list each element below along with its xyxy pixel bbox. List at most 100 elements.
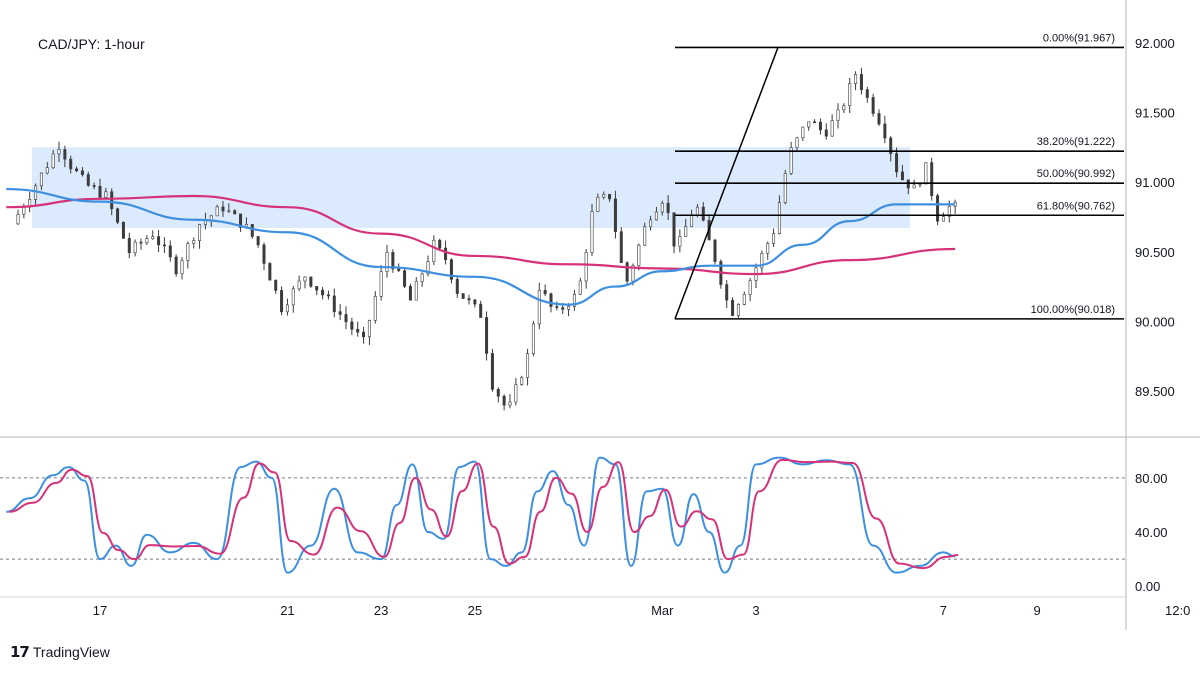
fibonacci-trend-line [674,47,779,320]
candle-body [444,247,448,260]
candle-body [584,251,588,282]
candle-body [98,186,102,198]
candle-body [239,213,243,228]
candle-body [654,211,658,221]
candle-body [362,331,366,338]
candle-body [479,303,483,318]
candle-body [555,306,559,308]
candle-body [772,233,776,244]
oscillator-tick-label: 0.00 [1135,579,1160,594]
candle-body [941,216,945,222]
candle-body [385,252,389,272]
candle-body [578,280,582,295]
candle-body [174,256,178,275]
candle-body [455,279,459,294]
candle-body [725,284,729,301]
candle-body [836,109,840,121]
candle-body [326,294,330,297]
candle-body [824,129,828,137]
candle-body [854,74,858,84]
candle-body [748,280,752,295]
candle-body [432,239,436,262]
time-tick-label: 3 [752,603,759,618]
candle-body [379,271,383,297]
tradingview-brand[interactable]: 17 TradingView [10,643,110,661]
candle-body [865,89,869,98]
candle-body [162,244,166,247]
candle-body [280,290,284,313]
candle-body [485,317,489,354]
candle-body [250,224,254,237]
candle-body [660,202,664,213]
candle-body [760,253,764,269]
candle-body [631,265,635,282]
candle-body [297,280,301,290]
candle-body [625,262,629,282]
candle-body [291,288,295,306]
candle-body [736,304,740,316]
candle-body [531,323,535,355]
candle-body [936,195,940,222]
price-tick-label: 91.000 [1135,175,1175,190]
candle-body [924,162,928,185]
time-tick-label: 7 [940,603,947,618]
candle-body [619,231,623,263]
candle-body [572,294,576,307]
candle-body [643,226,647,246]
candle-body [309,276,313,287]
price-tick-label: 92.000 [1135,36,1175,51]
candle-body [414,281,418,301]
candle-body [127,238,131,254]
candle-body [391,252,395,270]
candle-body [198,224,202,241]
slow-moving-average-line [6,194,956,276]
candle-body [332,295,336,312]
candle-body [373,296,377,321]
candle-body [121,221,125,239]
candle-body [80,170,84,175]
candle-body [221,206,225,212]
candle-body [227,210,231,212]
candle-body [789,147,793,174]
candle-body [742,294,746,305]
candle-body [408,286,412,301]
price-tick-label: 90.000 [1135,314,1175,329]
candle-body [449,259,453,280]
candle-body [86,174,90,186]
candle-body [28,199,32,208]
time-tick-label: 23 [374,603,388,618]
candle-body [16,213,20,225]
candle-body [508,401,512,406]
candle-body [678,236,682,247]
candle-body [22,206,26,215]
candle-body [848,83,852,107]
candle-body [889,137,893,154]
price-tick-label: 91.500 [1135,105,1175,120]
candle-body [567,306,571,310]
candle-body [92,185,96,187]
candle-body [684,226,688,237]
candle-body [215,206,219,217]
candle-body [186,243,190,261]
oscillator-tick-label: 40.00 [1135,525,1168,540]
time-tick-label: 9 [1034,603,1041,618]
candle-body [168,245,172,258]
candle-body [713,239,717,262]
time-tick-label: 17 [93,603,107,618]
fast-moving-average-line [6,187,956,306]
candle-body [461,293,465,299]
fibonacci-level-label: 0.00%(91.967) [1043,32,1115,44]
candle-body [813,121,817,124]
chart-title: CAD/JPY: 1-hour [38,36,145,52]
candle-body [338,311,342,315]
candle-body [496,389,500,397]
candle-body [397,268,401,271]
candle-body [285,304,289,313]
candle-body [303,276,307,282]
candle-body [473,299,477,305]
price-tick-label: 89.500 [1135,384,1175,399]
candle-body [350,321,354,330]
time-tick-label: 21 [280,603,294,618]
candle-body [63,149,67,160]
